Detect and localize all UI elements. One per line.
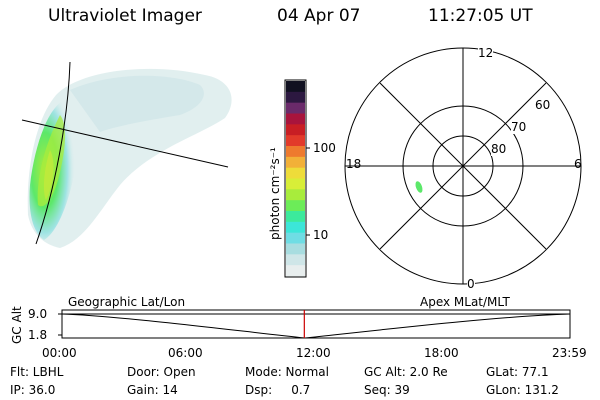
- ip-status: IP: 36.0: [10, 383, 56, 397]
- timeline-x-tick-06-00: 06:00: [168, 346, 203, 360]
- polar-label-lat-60: 60: [535, 98, 551, 112]
- colorbar-band: [286, 81, 305, 93]
- geo-grid-line-vertical: [35, 61, 71, 245]
- polar-label-mlt-12: 12: [478, 46, 494, 60]
- timeline-y-label: GC Alt: [10, 306, 24, 344]
- colorbar-tick-label-10: 10: [313, 228, 329, 242]
- polar-label-mlt-6: 6: [574, 157, 582, 171]
- timeline-frame: [61, 309, 571, 339]
- gc-altitude-status: GC Alt: 2.0 Re: [364, 365, 448, 379]
- colorbar-band: [286, 146, 305, 158]
- colorbar-band: [286, 189, 305, 201]
- polar-label-mlt-18: 18: [346, 157, 362, 171]
- timeline-x-tick-00-00: 00:00: [42, 346, 77, 360]
- colorbar-band: [286, 167, 305, 179]
- colorbar-band: [286, 113, 305, 125]
- polar-label-lat-80: 80: [491, 142, 507, 156]
- colorbar-band: [286, 200, 305, 212]
- haze-upper: [70, 75, 204, 132]
- colorbar-band: [286, 135, 305, 147]
- polar-plot: [344, 47, 582, 285]
- header-date: 04 Apr 07: [277, 6, 361, 26]
- polar-label-mlt-0: 0: [467, 277, 475, 291]
- colorbar: [284, 79, 310, 278]
- colorbar-band: [286, 211, 305, 223]
- geographic-latitude-status: GLat: 77.1: [486, 365, 549, 379]
- instrument-title: Ultraviolet Imager: [48, 6, 202, 26]
- mode-status: Mode: Normal: [245, 365, 329, 379]
- altitude-curve: [61, 313, 571, 339]
- dsp-status: Dsp: 0.7: [245, 383, 311, 397]
- colorbar-band: [286, 221, 305, 234]
- apex-coord-label: Apex MLat/MLT: [420, 295, 510, 309]
- geo-coord-label: Geographic Lat/Lon: [68, 295, 186, 309]
- timeline-y-tick-label-1-8: 1.8: [28, 328, 48, 342]
- geographic-longitude-status: GLon: 131.2: [486, 383, 559, 397]
- colorbar-band: [286, 156, 305, 169]
- auroral-image: [21, 61, 232, 249]
- aurora-peak: [43, 150, 54, 200]
- geo-grid-line-horizontal: [21, 119, 229, 168]
- timeline-x-tick-12-00: 12:00: [296, 346, 331, 360]
- polar-diagonal-2: [379, 82, 547, 250]
- colorbar-band: [286, 265, 305, 277]
- polar-label-lat-70: 70: [511, 120, 527, 134]
- timeline-y-tick-label-9: 9.0: [28, 307, 48, 321]
- colorbar-band: [286, 243, 305, 255]
- colorbar-frame: [284, 79, 307, 278]
- filter-status: Flt: LBHL: [10, 365, 64, 379]
- colorbar-band: [286, 102, 305, 114]
- colorbar-band: [286, 124, 305, 136]
- colorbar-unit-label: photon cm⁻²s⁻¹: [268, 147, 282, 240]
- colorbar-band: [286, 254, 305, 266]
- gain-status: Gain: 14: [127, 383, 178, 397]
- sequence-status: Seq: 39: [364, 383, 410, 397]
- polar-aurora-spot: [415, 181, 423, 193]
- door-status: Door: Open: [127, 365, 196, 379]
- timeline-x-tick-18-00: 18:00: [424, 346, 459, 360]
- timeline-panel: [58, 309, 571, 339]
- header-time: 11:27:05 UT: [428, 6, 533, 26]
- colorbar-band: [286, 232, 305, 244]
- timeline-x-tick-23-59: 23:59: [552, 346, 587, 360]
- colorbar-tick-label-100: 100: [313, 141, 336, 155]
- colorbar-band: [286, 178, 305, 190]
- colorbar-band: [286, 91, 305, 104]
